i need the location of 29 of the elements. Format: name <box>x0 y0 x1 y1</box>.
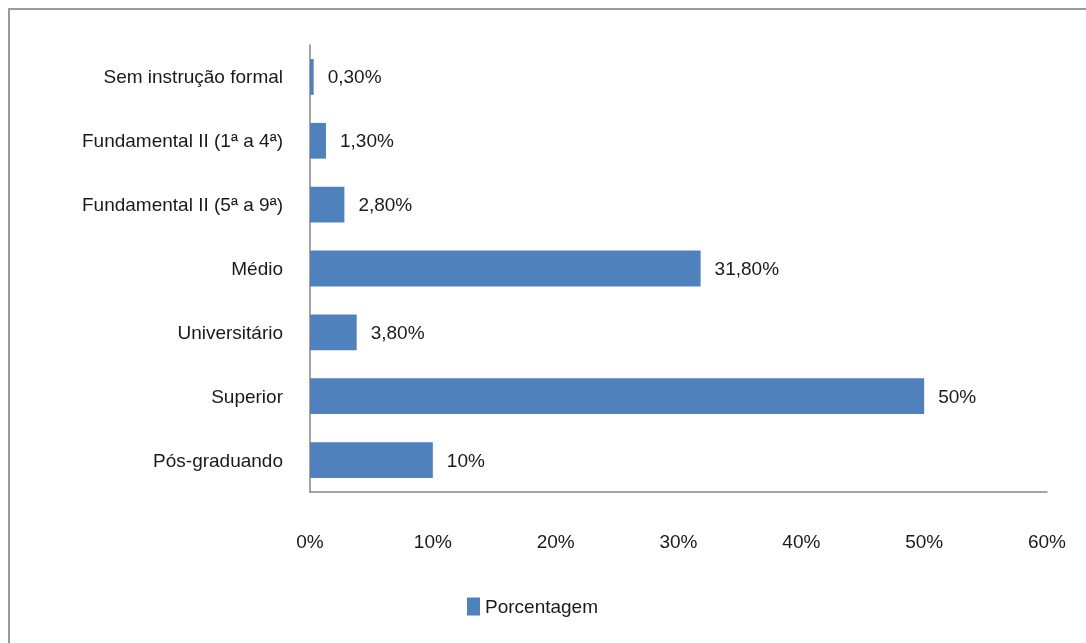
bar <box>310 186 345 223</box>
data-label: 2,80% <box>358 194 413 216</box>
y-tick-label: Universitário <box>177 321 283 343</box>
y-tick-label: Fundamental II (5ª a 9ª) <box>82 194 283 216</box>
y-tick-label: Pós-graduando <box>153 449 283 471</box>
bar <box>310 314 357 351</box>
x-tick-label: 10% <box>413 531 452 552</box>
legend-label: Porcentagem <box>485 596 599 617</box>
bar <box>310 378 925 415</box>
y-tick-label: Superior <box>211 385 284 407</box>
bar <box>310 122 326 159</box>
x-tick-label: 0% <box>296 531 324 552</box>
x-tick-label: 50% <box>905 531 944 552</box>
y-tick-label: Fundamental II (1ª a 4ª) <box>82 130 283 152</box>
x-tick-label: 60% <box>1027 531 1067 552</box>
data-label: 31,80% <box>714 258 780 279</box>
bar <box>310 59 314 95</box>
x-tick-label: 30% <box>659 531 698 552</box>
x-tick-label: 40% <box>782 531 821 552</box>
data-label: 10% <box>446 449 485 471</box>
y-tick-label: Sem instrução formal <box>103 66 283 88</box>
bar <box>310 442 433 478</box>
data-label: 0,30% <box>327 66 382 88</box>
y-tick-label: Médio <box>231 258 283 279</box>
x-tick-label: 20% <box>536 531 575 552</box>
data-label: 50% <box>938 385 977 407</box>
bar <box>310 250 701 287</box>
data-label: 3,80% <box>370 321 425 343</box>
data-label: 1,30% <box>339 130 394 152</box>
